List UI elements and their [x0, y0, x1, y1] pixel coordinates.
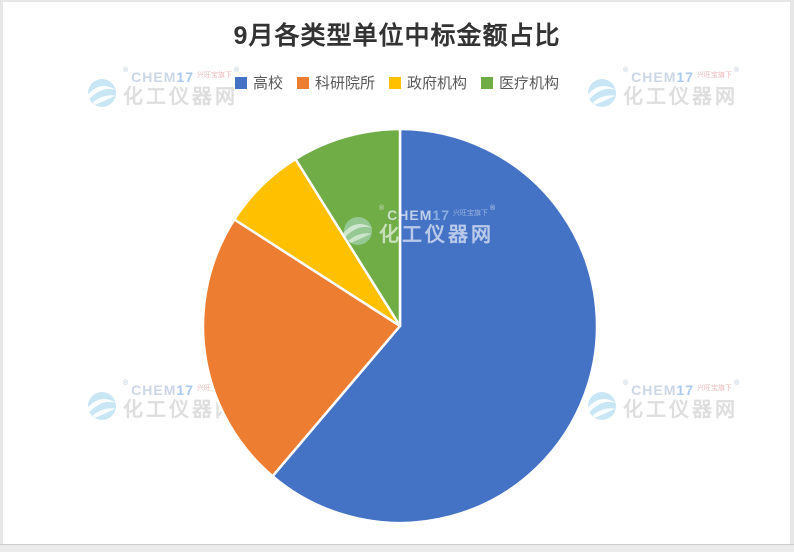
legend-swatch-government-agencies	[389, 76, 401, 89]
legend-item-universities: 高校	[234, 72, 283, 93]
legend-item-government-agencies: 政府机构	[389, 72, 467, 93]
legend-label: 科研院所	[314, 75, 375, 92]
chart-legend: 高校 科研院所 政府机构 医疗机构	[0, 72, 794, 93]
legend-item-medical-institutions: 医疗机构	[481, 72, 559, 93]
legend-label: 政府机构	[407, 75, 468, 92]
legend-swatch-universities	[234, 76, 247, 89]
pie-slice-universities	[271, 127, 599, 525]
window-edge-bottom	[0, 544, 794, 552]
legend-label: 高校	[252, 75, 283, 92]
legend-label: 医疗机构	[499, 75, 560, 92]
window-border-left	[0, 0, 3, 552]
chart-title: 9月各类型单位中标金额占比	[233, 22, 561, 50]
pie-slice-research-institutes	[201, 218, 402, 478]
legend-swatch-medical-institutions	[481, 76, 494, 89]
window-border-top	[0, 0, 794, 2]
legend-item-research-institutes: 科研院所	[296, 72, 375, 93]
legend-swatch-research-institutes	[296, 76, 309, 89]
window-border-right	[790, 0, 794, 552]
